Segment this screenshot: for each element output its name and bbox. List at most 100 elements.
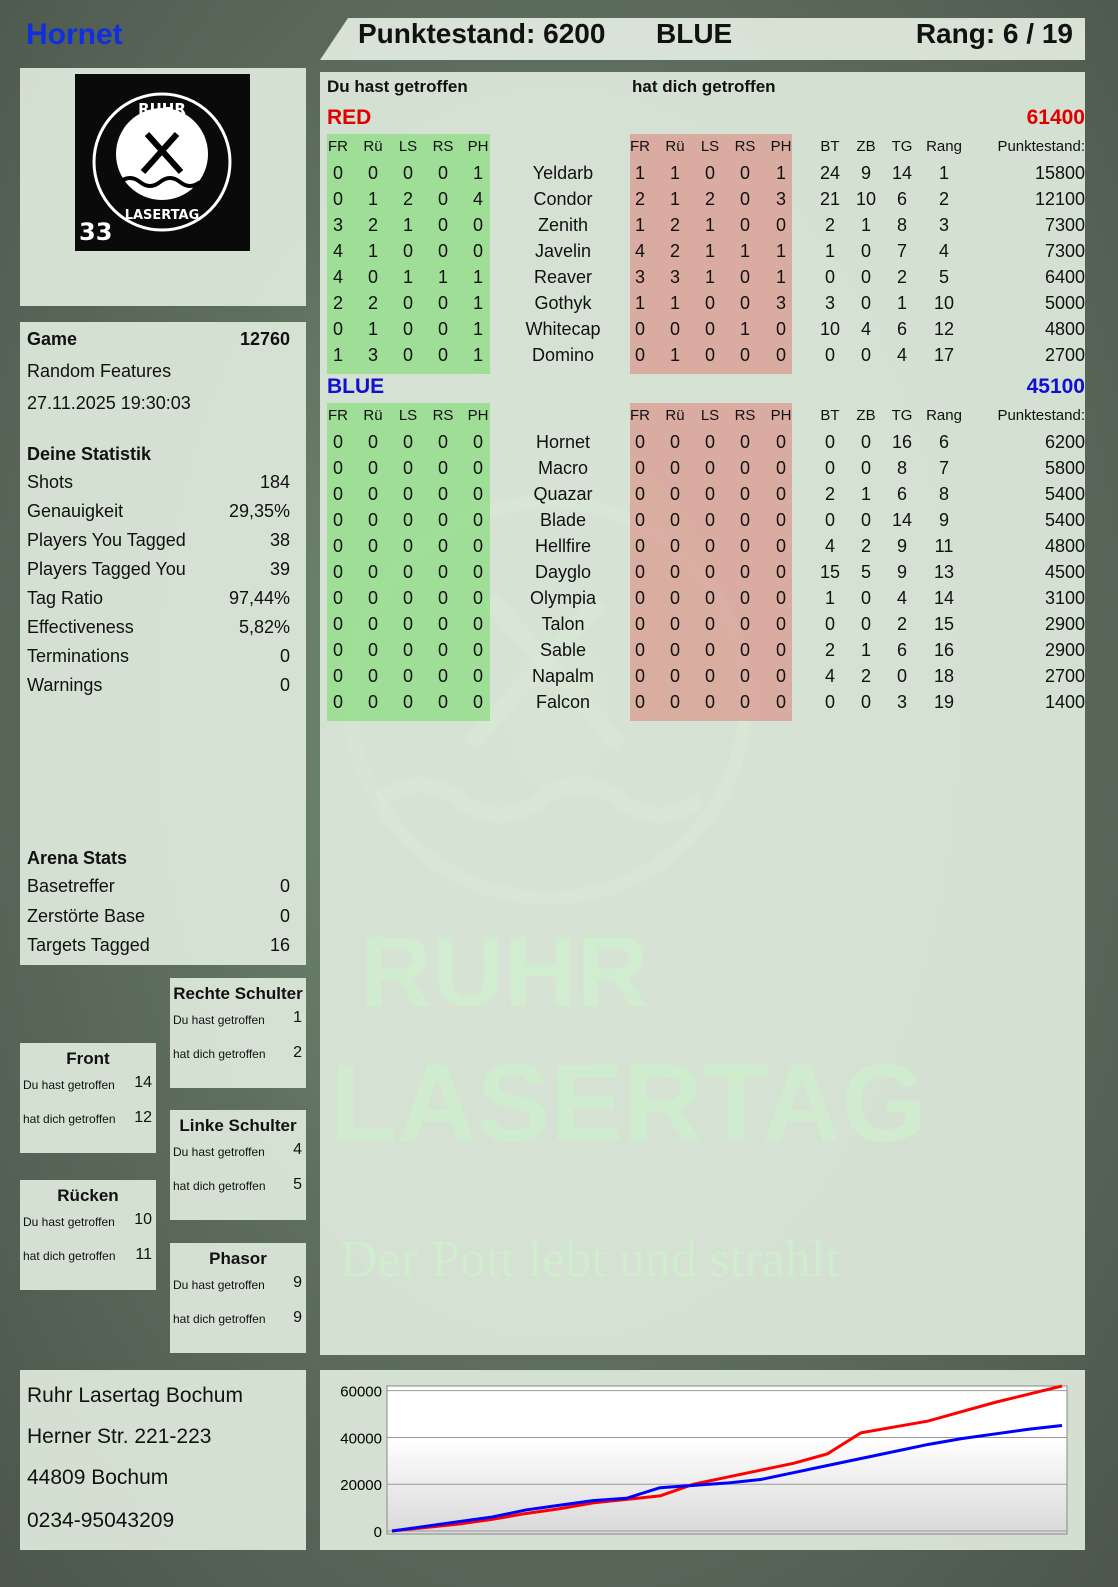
du-hit-cell: 0	[367, 432, 378, 452]
stat-value: 29,35%	[228, 501, 290, 521]
du-hit-cell: 0	[332, 588, 343, 608]
stat-cell: 6	[896, 484, 907, 504]
stat-cell: 13	[933, 562, 955, 582]
stat-cell: 2	[824, 484, 835, 504]
du-col-header: RS	[432, 138, 454, 155]
stat-cell: 14	[933, 588, 955, 608]
stat-cell: 3	[938, 215, 949, 235]
hat-hit-cell: 0	[634, 562, 645, 582]
hat-hit-cell: 0	[634, 432, 645, 452]
stat-row: Terminations 0	[27, 646, 290, 667]
stat-cell: 14	[891, 510, 913, 530]
du-hit-cell: 0	[472, 614, 483, 634]
du-hit-cell: 0	[367, 484, 378, 504]
stat-cell: 7	[896, 241, 907, 261]
team-name: RED	[327, 106, 372, 129]
logo-text-top: RUHR	[138, 100, 186, 118]
hat-hit-cell: 0	[775, 345, 786, 365]
team-name: BLUE	[327, 375, 385, 398]
player-score-cell: 12100	[1034, 189, 1085, 209]
hat-col-header: FR	[630, 407, 650, 424]
du-hit-cell: 0	[402, 536, 413, 556]
player-score-cell: 1400	[1044, 692, 1085, 712]
player-name-cell: Blade	[539, 510, 587, 530]
player-name-cell: Javelin	[534, 241, 592, 261]
hat-hit-cell: 0	[775, 588, 786, 608]
hat-hit-cell: 0	[704, 614, 715, 634]
stat-cell: 5	[938, 267, 949, 287]
du-hit-cell: 0	[367, 588, 378, 608]
du-hit-cell: 0	[437, 293, 448, 313]
player-name-cell: Yeldarb	[532, 163, 594, 183]
du-hit-cell: 0	[332, 562, 343, 582]
du-hit-cell: 2	[332, 293, 343, 313]
player-score-cell: 6400	[1044, 267, 1085, 287]
arena-value: 0	[279, 905, 290, 926]
stat-cell: 0	[860, 345, 871, 365]
du-hit-cell: 0	[332, 163, 343, 183]
hat-value: 2	[293, 1044, 302, 1061]
du-label: Du hast getroffen	[173, 1013, 265, 1027]
hat-hit-cell: 0	[669, 692, 680, 712]
du-hit-cell: 0	[402, 163, 413, 183]
stat-cell: 2	[824, 215, 835, 235]
du-col-header: Rü	[363, 138, 383, 155]
hit-box-title: Linke Schulter	[179, 1116, 297, 1135]
player-score-cell: 7300	[1044, 241, 1085, 261]
du-hit-cell: 1	[367, 241, 378, 261]
stat-value: 5,82%	[238, 617, 290, 637]
hat-label: hat dich getroffen	[173, 1047, 266, 1061]
stat-cell: 9	[896, 536, 907, 556]
player-score-cell: 15800	[1034, 163, 1085, 183]
logo-number: 33	[79, 218, 112, 246]
stat-cell: 1	[896, 293, 907, 313]
player-name-cell: Olympia	[529, 588, 596, 608]
hat-hit-cell: 3	[669, 267, 680, 287]
du-hit-cell: 0	[332, 510, 343, 530]
du-hit-cell: 0	[332, 536, 343, 556]
du-hit-cell: 0	[402, 510, 413, 530]
player-score-cell: 4500	[1044, 562, 1085, 582]
stat-cell: 0	[896, 666, 907, 686]
stat-cell: 2	[896, 267, 907, 287]
game-datetime: 27.11.2025 19:30:03	[27, 393, 191, 413]
stat-cell: 0	[860, 510, 871, 530]
hat-hit-cell: 0	[669, 562, 680, 582]
game-label: Game	[27, 329, 78, 349]
hat-hit-cell: 0	[704, 588, 715, 608]
stat-cell: 0	[860, 241, 871, 261]
stat-col-header: TG	[891, 407, 913, 424]
hat-hit-cell: 0	[775, 666, 786, 686]
player-name-cell: Condor	[533, 189, 593, 209]
du-hit-cell: 0	[437, 666, 448, 686]
stat-col-header: BT	[820, 138, 840, 155]
plot-area	[386, 1385, 1068, 1535]
player-name-cell: Talon	[541, 614, 585, 634]
stat-row: Shots 184	[27, 472, 290, 493]
stat-col-header: TG	[891, 138, 913, 155]
hat-hit-cell: 0	[704, 458, 715, 478]
hat-hit-cell: 0	[669, 484, 680, 504]
y-tick-label: 20000	[340, 1477, 382, 1494]
du-hit-block	[327, 403, 490, 721]
stat-cell: 24	[819, 163, 841, 183]
stat-label: Players Tagged You	[27, 559, 186, 579]
stat-cell: 10	[933, 293, 955, 313]
hat-hit-cell: 0	[775, 562, 786, 582]
stat-cell: 4	[938, 241, 949, 261]
du-hit-cell: 3	[367, 345, 378, 365]
player-name-cell: Napalm	[531, 666, 595, 686]
player-name-cell: Hornet	[535, 432, 591, 452]
hat-hit-cell: 0	[704, 484, 715, 504]
du-hit-cell: 0	[472, 536, 483, 556]
hat-hit-cell: 0	[704, 345, 715, 365]
du-hit-cell: 1	[472, 163, 483, 183]
stat-cell: 0	[824, 267, 835, 287]
hat-hit-cell: 0	[669, 319, 680, 339]
hat-hit-cell: 1	[669, 293, 680, 313]
stat-cell: 6	[896, 189, 907, 209]
du-hit-cell: 0	[402, 484, 413, 504]
du-hit-cell: 0	[472, 692, 483, 712]
hat-hit-cell: 0	[669, 432, 680, 452]
du-hit-cell: 2	[402, 189, 413, 209]
